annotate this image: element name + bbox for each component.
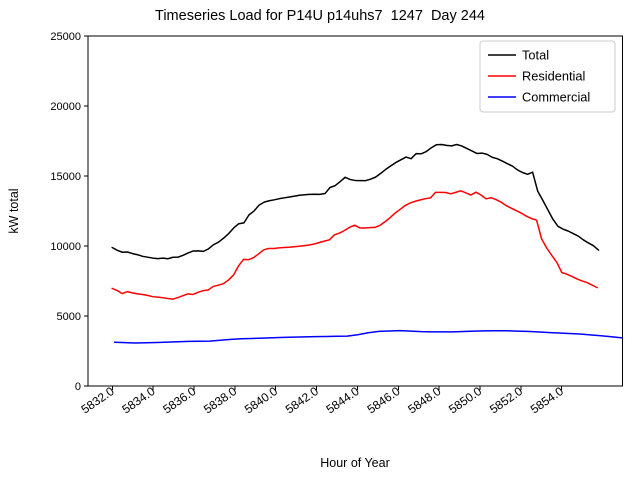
- svg-text:5000: 5000: [57, 311, 81, 323]
- svg-text:Residential: Residential: [522, 69, 585, 84]
- svg-text:Total: Total: [522, 48, 549, 63]
- svg-text:20000: 20000: [50, 101, 81, 113]
- svg-text:15000: 15000: [50, 171, 81, 183]
- svg-text:kW total: kW total: [7, 188, 21, 233]
- svg-text:25000: 25000: [50, 31, 81, 43]
- svg-text:0: 0: [75, 381, 81, 393]
- svg-text:Hour of Year: Hour of Year: [320, 456, 390, 470]
- svg-text:Commercial: Commercial: [522, 90, 590, 105]
- svg-text:10000: 10000: [50, 241, 81, 253]
